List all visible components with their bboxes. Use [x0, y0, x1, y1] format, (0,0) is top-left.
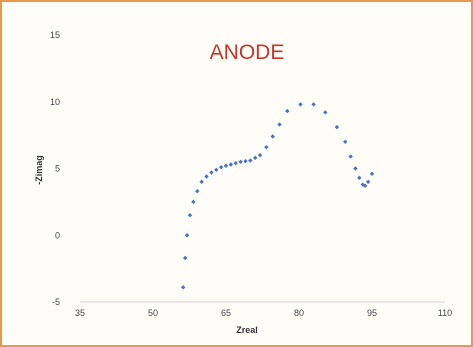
data-point [285, 108, 290, 114]
chart-title: ANODE [210, 41, 285, 64]
x-tick-label: 110 [438, 308, 452, 318]
data-point [214, 167, 219, 173]
data-point [204, 174, 209, 179]
data-point [357, 175, 362, 181]
x-tick-label: 50 [148, 308, 158, 318]
y-tick-labels: -5 0 5 10 15 [50, 30, 60, 307]
data-point [353, 166, 358, 171]
x-tick-label: 65 [221, 308, 231, 318]
data-point [348, 154, 353, 159]
x-tick-labels: 35 50 65 80 95 110 [75, 308, 452, 318]
data-point [298, 102, 303, 107]
data-point [334, 124, 340, 130]
y-tick-label: -5 [52, 297, 60, 307]
data-point [365, 179, 371, 185]
data-point [209, 170, 214, 175]
data-point [199, 179, 204, 185]
data-point [323, 110, 328, 115]
x-tick-label: 35 [75, 308, 85, 318]
data-point [311, 102, 316, 107]
y-tick-label: 0 [55, 230, 60, 240]
y-tick-label: 10 [50, 97, 60, 107]
data-point [184, 233, 190, 238]
data-point [180, 285, 186, 290]
data-point [238, 159, 243, 165]
data-point [257, 152, 263, 158]
data-point [362, 183, 368, 189]
data-point [243, 158, 248, 164]
data-point [187, 213, 193, 218]
data-points [180, 102, 375, 290]
data-point [233, 160, 238, 166]
data-point [253, 155, 258, 161]
data-point [270, 134, 275, 139]
data-point [264, 144, 269, 150]
data-point [218, 164, 224, 170]
x-tick-label: 95 [367, 308, 377, 318]
data-point [369, 171, 375, 177]
y-tick-label: 15 [50, 30, 60, 40]
data-point [343, 139, 348, 144]
data-point [228, 162, 234, 167]
data-point [277, 122, 282, 127]
y-axis-title: -Zimag [34, 155, 44, 185]
data-point [248, 158, 253, 163]
y-tick-label: 5 [55, 164, 60, 174]
x-tick-label: 80 [294, 308, 304, 318]
data-point [191, 199, 196, 205]
x-axis-title: Zreal [236, 325, 258, 335]
data-point [195, 188, 200, 194]
data-point [223, 163, 229, 169]
data-point [182, 255, 188, 261]
